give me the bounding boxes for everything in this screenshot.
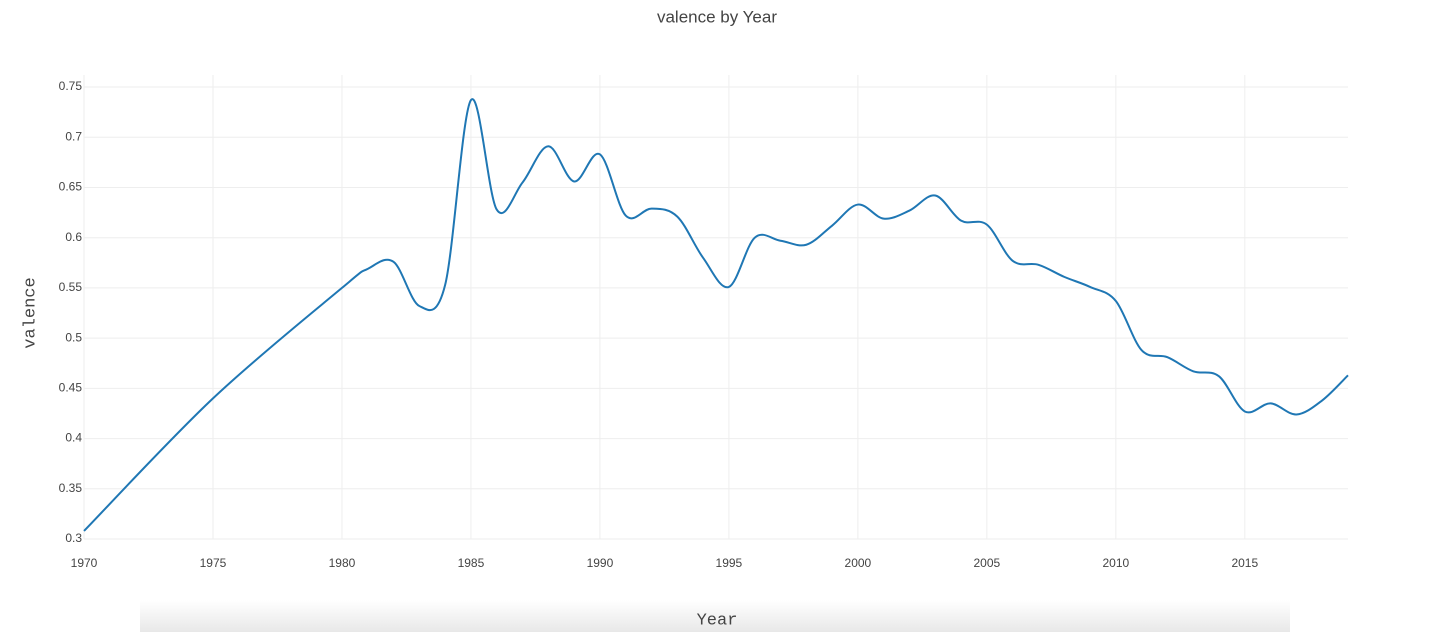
y-tick-label: 0.55 [59,280,83,294]
x-tick-label: 1995 [716,556,743,570]
data-line [83,98,1349,532]
y-tick-label: 0.6 [65,230,82,244]
x-tick-label: 1990 [587,556,614,570]
x-tick-label: 2015 [1231,556,1258,570]
y-axis-title: valence [21,277,40,348]
lines [83,98,1349,532]
x-tick-label: 2010 [1102,556,1129,570]
y-tick-label: 0.35 [59,481,83,495]
grid [83,75,1348,540]
chart-title: valence by Year [657,7,777,26]
y-tick-label: 0.4 [65,431,82,445]
y-tick-label: 0.7 [65,129,82,143]
x-tick-label: 1980 [329,556,356,570]
y-tick-label: 0.5 [65,330,82,344]
x-tick-label: 1975 [200,556,227,570]
x-axis-title: Year [697,611,738,630]
y-tick-label: 0.3 [65,531,82,545]
shadow-bar [140,600,1290,632]
x-tick-label: 1985 [458,556,485,570]
y-tick-label: 0.45 [59,381,83,395]
y-tick-label: 0.75 [59,79,83,93]
x-tick-label: 1970 [71,556,98,570]
x-tick-label: 2000 [845,556,872,570]
x-tick-label: 2005 [974,556,1001,570]
y-tick-label: 0.65 [59,180,83,194]
